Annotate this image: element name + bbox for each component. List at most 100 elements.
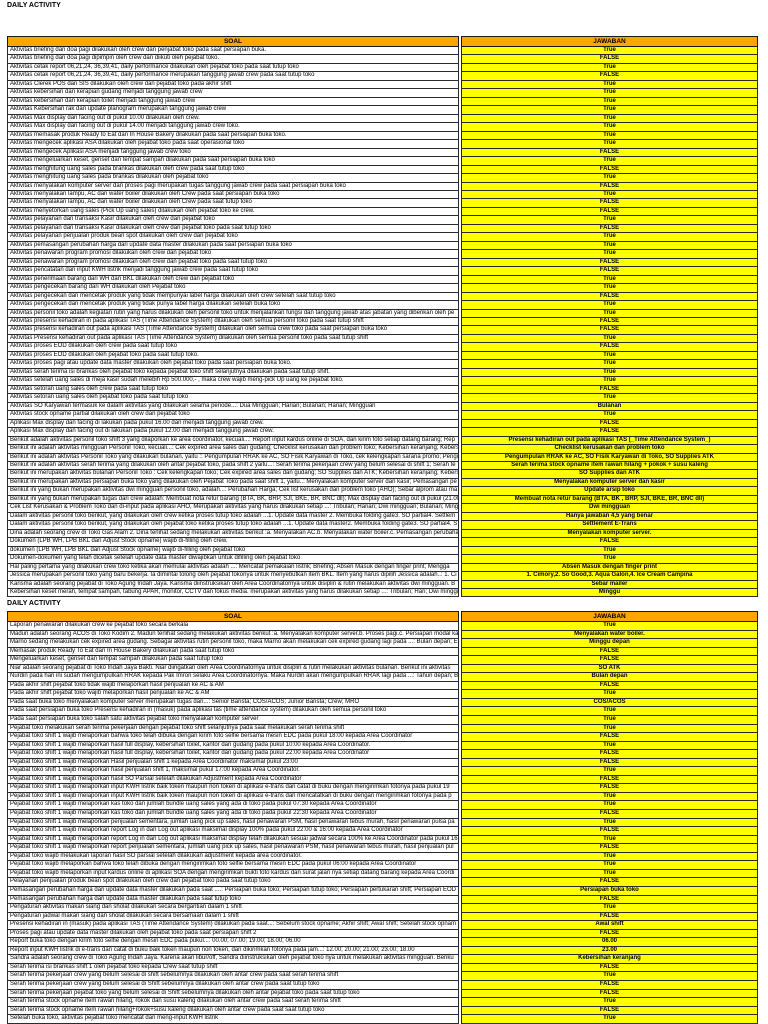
question-cell: Aktivitas Kebersihan rak dan update plan… — [7, 106, 459, 115]
table-row: Aktivitas mengecek aplikasi ASA dilakuka… — [7, 140, 761, 149]
answer-cell: SO ATK — [461, 664, 758, 674]
question-cell: Aplikasi Max display dan facing di lakuk… — [7, 419, 459, 429]
answer-cell: True — [461, 998, 758, 1007]
answer-cell: FALSE — [461, 385, 758, 395]
answer-cell: FALSE — [461, 929, 758, 939]
answer-cell: Bulanan — [461, 402, 758, 412]
table-row: Serah terima stock opname item rawan hil… — [7, 1006, 761, 1016]
answer-cell: True — [461, 106, 758, 115]
table-row: Proses pagi atau update data master dila… — [7, 929, 761, 939]
answer-cell: FALSE — [461, 292, 758, 302]
question-cell: Dalam aktivitas personil toko berikut, y… — [7, 512, 459, 522]
answer-cell: FALSE — [461, 1006, 758, 1016]
table-header-row: SOAL JAWABAN — [7, 611, 758, 622]
answer-cell: FALSE — [461, 810, 758, 819]
answer-cell: True — [461, 174, 758, 183]
jawaban-header: JAWABAN — [461, 611, 758, 622]
question-cell: Pejabat toko wajib melakukan laporan has… — [7, 852, 459, 862]
table-row: Cek List Kerusakan & Problem Toko dan di… — [7, 504, 761, 513]
table-row: Aktivitas penawaran program promosi dila… — [7, 250, 761, 259]
table-row: Kebersihan keset merah, tempat sampah, t… — [7, 589, 761, 598]
section-title: DAILY ACTIVITY — [7, 2, 61, 9]
question-cell: Dokumen-dokumen yang telah dicetak setel… — [7, 555, 459, 564]
question-cell: Aktivitas pencatatan dan input KWH listr… — [7, 267, 459, 276]
answer-cell: True — [461, 309, 758, 318]
answer-cell: FALSE — [461, 419, 758, 429]
table-row: Aktivitas menyalakan komputer server dan… — [7, 182, 761, 191]
question-cell: Dokumen (LPB WH, LPB BKL dan Adjust Stoc… — [7, 538, 459, 547]
answer-cell: True — [461, 622, 758, 631]
question-cell: Report buka toko dengan kirim foto selfi… — [7, 938, 459, 947]
answer-cell: True — [461, 818, 758, 828]
question-cell: Pengaturan aktivitas makan siang dan sho… — [7, 904, 459, 913]
table-row: Aktivitas pemasangan perubahan harga dar… — [7, 241, 761, 251]
answer-cell: FALSE — [461, 318, 758, 327]
answer-cell: True — [461, 233, 758, 242]
answer-cell: True — [461, 690, 758, 699]
question-cell: Karisma adalah seorang pejabat di Toko A… — [7, 580, 459, 589]
table-row: Pejabat toko shift 1 wajib melaporkan ha… — [7, 775, 761, 785]
question-cell: Aktivitas menyalakan komputer server dan… — [7, 182, 459, 191]
question-cell: Aktivitas penawaran program promosi dila… — [7, 250, 459, 259]
question-cell: Aktivitas setoran uang sales oleh crew p… — [7, 385, 459, 395]
table-row: dokumen (LPB WH, LPB BKL dan Adjust Stoc… — [7, 546, 761, 556]
question-cell: Setelah buka toko, aktivitas pejabat tok… — [7, 1015, 459, 1024]
table-row: Aktivitas kebersihan dan kerapian toilet… — [7, 97, 761, 107]
question-cell: Pemasangan perubahan harga dari update d… — [7, 895, 459, 905]
table-row: Aplikasi Max display dan facing di lakuk… — [7, 419, 761, 429]
table-row: Berikut adalah aktivitas personil toko s… — [7, 436, 761, 446]
answer-cell: FALSE — [461, 343, 758, 352]
answer-cell: True — [461, 284, 758, 293]
answer-cell: FALSE — [461, 55, 758, 64]
answer-cell: Awal shift — [461, 921, 758, 930]
question-cell: Aktivitas cetak report 06,21,24, 36,39,4… — [7, 72, 459, 81]
question-cell: Aplikasi Max display dan facing out di l… — [7, 428, 459, 437]
table-row: Aktivitas setoran uang sales oleh pejaba… — [7, 394, 761, 403]
table-row: Aktivitas pelayanan dan transaksi Kasir … — [7, 224, 761, 234]
question-cell: Pejabat toko shift 1 wajib melaporkan ha… — [7, 775, 459, 785]
table-row: Aktivitas pelayanan penjualan produk bea… — [7, 233, 761, 242]
table-row: Madun adalah seorang ACOS di Toko Kodim … — [7, 630, 761, 640]
answer-cell: True — [461, 869, 758, 879]
answer-cell: Minggu depan — [461, 639, 758, 648]
question-cell: Nurdin pada hari ini sudah mengumpulkan … — [7, 673, 459, 682]
answer-cell: True — [461, 216, 758, 225]
table-row: Pejabat toko wajib melaporkan bahwa toko… — [7, 861, 761, 870]
answer-cell: True — [461, 801, 758, 811]
answer-cell: FALSE — [461, 775, 758, 785]
question-cell: Aktivitas proses EOD dilakukan oleh peja… — [7, 351, 459, 361]
table-row: Nurdin pada hari ini sudah mengumpulkan … — [7, 673, 761, 682]
question-cell: Presensi kehadiran in (masuk) pada aplik… — [7, 921, 459, 930]
table-row: Aplikasi Max display dan facing out di l… — [7, 428, 761, 437]
table-row: Aktivitas briefing dan doa pagi dipimpin… — [7, 55, 761, 64]
table-row: Aktivitas cetak report 06,21,24, 36,39,4… — [7, 72, 761, 81]
question-cell: dokumen (LPB WH, LPB BKL dan Adjust Stoc… — [7, 546, 459, 556]
question-cell: Aktivitas pengecekan dan mencetak produk… — [7, 301, 459, 310]
question-cell: Aktivitas memasak produk Ready to Eat da… — [7, 131, 459, 141]
table-row: Aktivitas proses pagi atau update data m… — [7, 360, 761, 369]
question-cell: Aktivitas menyalakan lampu, AC dan water… — [7, 199, 459, 208]
question-cell: Aktivitas SO Karyawan termasuk ke dalam … — [7, 402, 459, 412]
answer-cell: True — [461, 724, 758, 734]
table-row: Pejabat toko shift 1 wajib melaporkan ha… — [7, 767, 761, 776]
table-row: Karisma adalah seorang pejabat di Toko A… — [7, 580, 761, 589]
table-row: Presensi kehadiran in (masuk) pada aplik… — [7, 921, 761, 930]
question-cell: Pejabat toko shift 1 wajib melaporkan ka… — [7, 801, 459, 811]
question-cell: Dina adalah seorang crew di Toko Gas Ala… — [7, 529, 459, 539]
table-row: Pejabat toko shift 1 wajib melaporkan Ha… — [7, 758, 761, 768]
answer-cell: Membuat nota retur barang (BTA, BK , BRP… — [461, 495, 758, 505]
answer-cell: FALSE — [461, 681, 758, 691]
question-cell: Aktivitas mengecek Aplikasi ASA menjadi … — [7, 148, 459, 158]
table-row: Aktivitas briefing dan doa pagi dilakuka… — [7, 47, 761, 56]
table-row: Pada akhir shift pejabat toko tidak waji… — [7, 681, 761, 691]
question-cell: Pejabat toko shift 1 wajib melaporkan re… — [7, 827, 459, 836]
question-cell: Aktivitas stock opname partial dilakukan… — [7, 411, 459, 420]
question-cell: Aktivitas pelayanan penjualan produk bea… — [7, 233, 459, 242]
answer-cell: True — [461, 546, 758, 556]
question-cell: Aktivitas pelayanan dan transaksi Kasir … — [7, 216, 459, 225]
table-row: Report buka toko dengan kirim foto selfi… — [7, 938, 761, 947]
table-row: Pejabat toko wajib melakukan laporan has… — [7, 852, 761, 862]
table-row: Aktivitas memasak produk Ready to Eat da… — [7, 131, 761, 141]
question-cell: Pejabat toko shift 1 wajib melaporkan ba… — [7, 733, 459, 742]
jawaban-header: JAWABAN — [461, 36, 758, 47]
